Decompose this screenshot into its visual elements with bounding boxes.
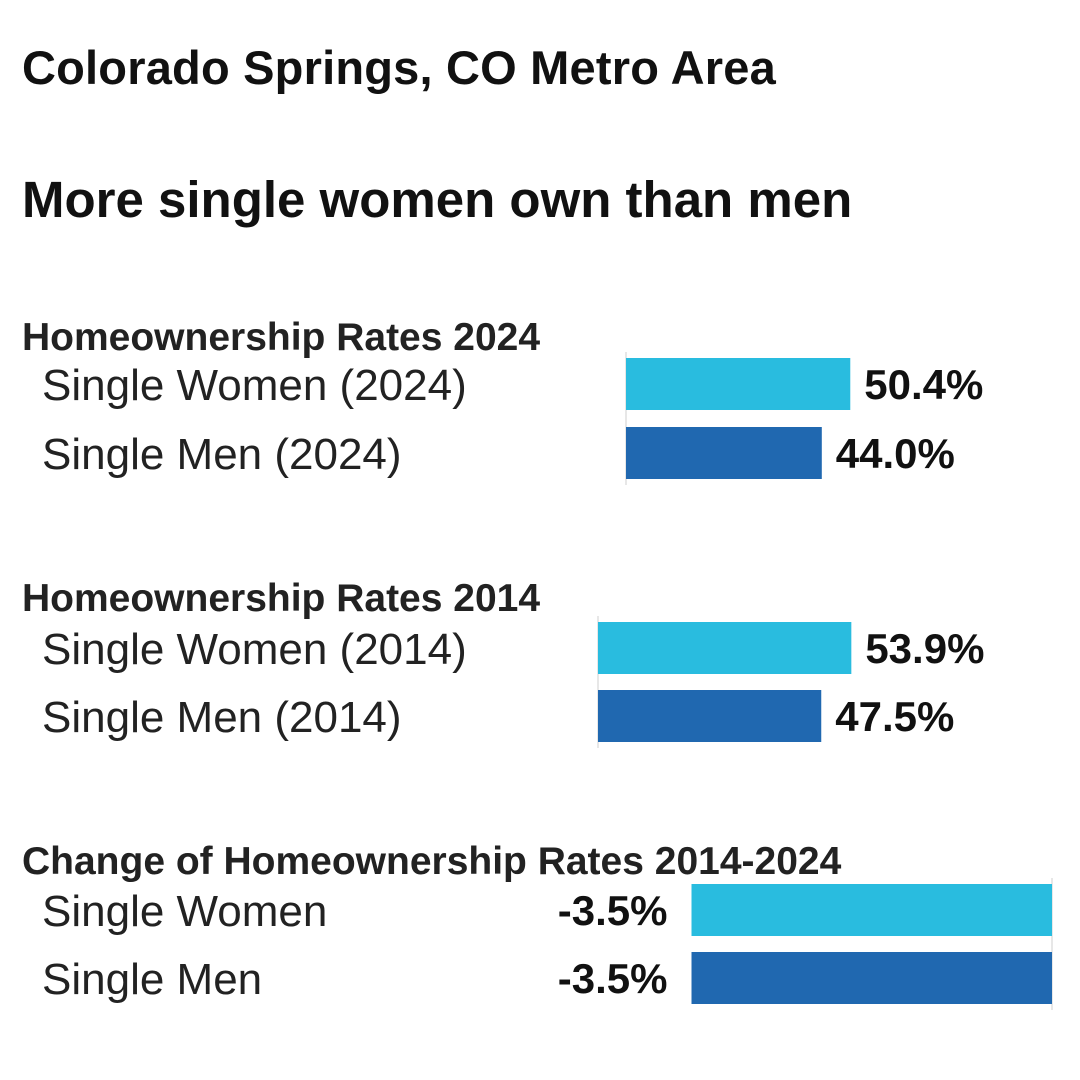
section-title: Change of Homeownership Rates 2014-2024: [22, 840, 842, 883]
section-title: Homeownership Rates 2014: [22, 577, 540, 620]
category-label: Single Women (2024): [42, 361, 467, 410]
category-label: Single Women: [42, 887, 327, 936]
data-label: 47.5%: [835, 693, 954, 740]
category-label: Single Men: [42, 955, 262, 1004]
page-title: Colorado Springs, CO Metro Area: [22, 41, 776, 94]
section-title: Homeownership Rates 2024: [22, 316, 540, 359]
data-label: 50.4%: [864, 361, 983, 408]
bar: [691, 884, 1052, 936]
bar: [598, 690, 822, 742]
data-label: 53.9%: [865, 625, 984, 672]
category-label: Single Men (2014): [42, 693, 402, 742]
category-label: Single Men (2024): [42, 430, 402, 479]
data-label: -3.5%: [558, 887, 668, 934]
bar: [626, 358, 851, 410]
page-subtitle: More single women own than men: [22, 171, 853, 228]
bar: [691, 952, 1052, 1004]
bar: [598, 622, 852, 674]
bar: [626, 427, 822, 479]
data-label: -3.5%: [558, 955, 668, 1002]
data-label: 44.0%: [836, 430, 955, 477]
category-label: Single Women (2014): [42, 625, 467, 674]
